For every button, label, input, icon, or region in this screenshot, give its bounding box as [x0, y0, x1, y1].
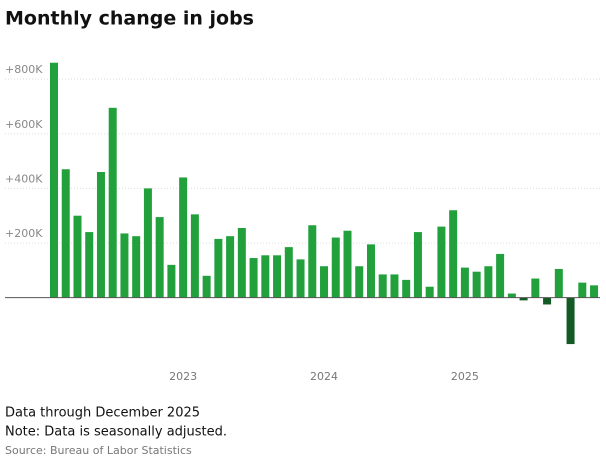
bar — [273, 255, 282, 298]
bar — [578, 282, 587, 298]
bar — [249, 258, 258, 298]
bar — [519, 297, 528, 301]
source: Source: Bureau of Labor Statistics — [5, 444, 192, 457]
bar — [73, 215, 82, 298]
bar — [590, 285, 599, 298]
bar — [108, 107, 117, 298]
x-tick-label: 2023 — [169, 370, 197, 383]
bar — [61, 169, 70, 298]
bar — [143, 188, 152, 298]
y-tick-label: +800K — [5, 63, 43, 76]
bar — [449, 210, 458, 298]
bar — [167, 264, 176, 298]
bar — [460, 267, 469, 298]
bar — [214, 238, 223, 298]
bar — [179, 177, 188, 298]
bar — [472, 271, 481, 298]
bar — [261, 255, 270, 298]
bar — [355, 266, 364, 298]
bar — [308, 225, 317, 298]
bar — [378, 274, 387, 298]
note: Data through December 2025 — [5, 406, 200, 421]
bar — [507, 293, 516, 298]
bar — [120, 233, 129, 298]
bar — [390, 274, 399, 298]
y-tick-label: +600K — [5, 118, 43, 131]
bar — [543, 297, 552, 305]
bar — [96, 171, 105, 298]
bar — [226, 236, 235, 298]
bar — [366, 244, 375, 298]
bar — [237, 227, 246, 298]
bar — [331, 237, 340, 298]
bar — [566, 297, 575, 345]
bar — [484, 266, 493, 298]
bar — [437, 226, 446, 298]
bar — [496, 253, 505, 298]
bar — [554, 268, 563, 298]
bar — [413, 232, 422, 298]
bar — [343, 230, 352, 298]
bar — [320, 266, 329, 298]
chart-title: Monthly change in jobs — [5, 8, 254, 30]
bar — [402, 279, 411, 298]
bar — [296, 259, 305, 298]
y-tick-label: +200K — [5, 227, 43, 240]
bar — [85, 232, 94, 298]
bar — [190, 214, 199, 298]
bar — [202, 275, 211, 298]
bar — [284, 247, 293, 298]
bar — [132, 236, 141, 298]
y-tick-label: +400K — [5, 172, 43, 185]
x-tick-label: 2025 — [451, 370, 479, 383]
bar — [155, 217, 164, 298]
bar — [425, 286, 434, 298]
note: Note: Data is seasonally adjusted. — [5, 425, 227, 440]
x-tick-label: 2024 — [310, 370, 338, 383]
bar — [531, 278, 540, 298]
bar — [50, 62, 58, 298]
